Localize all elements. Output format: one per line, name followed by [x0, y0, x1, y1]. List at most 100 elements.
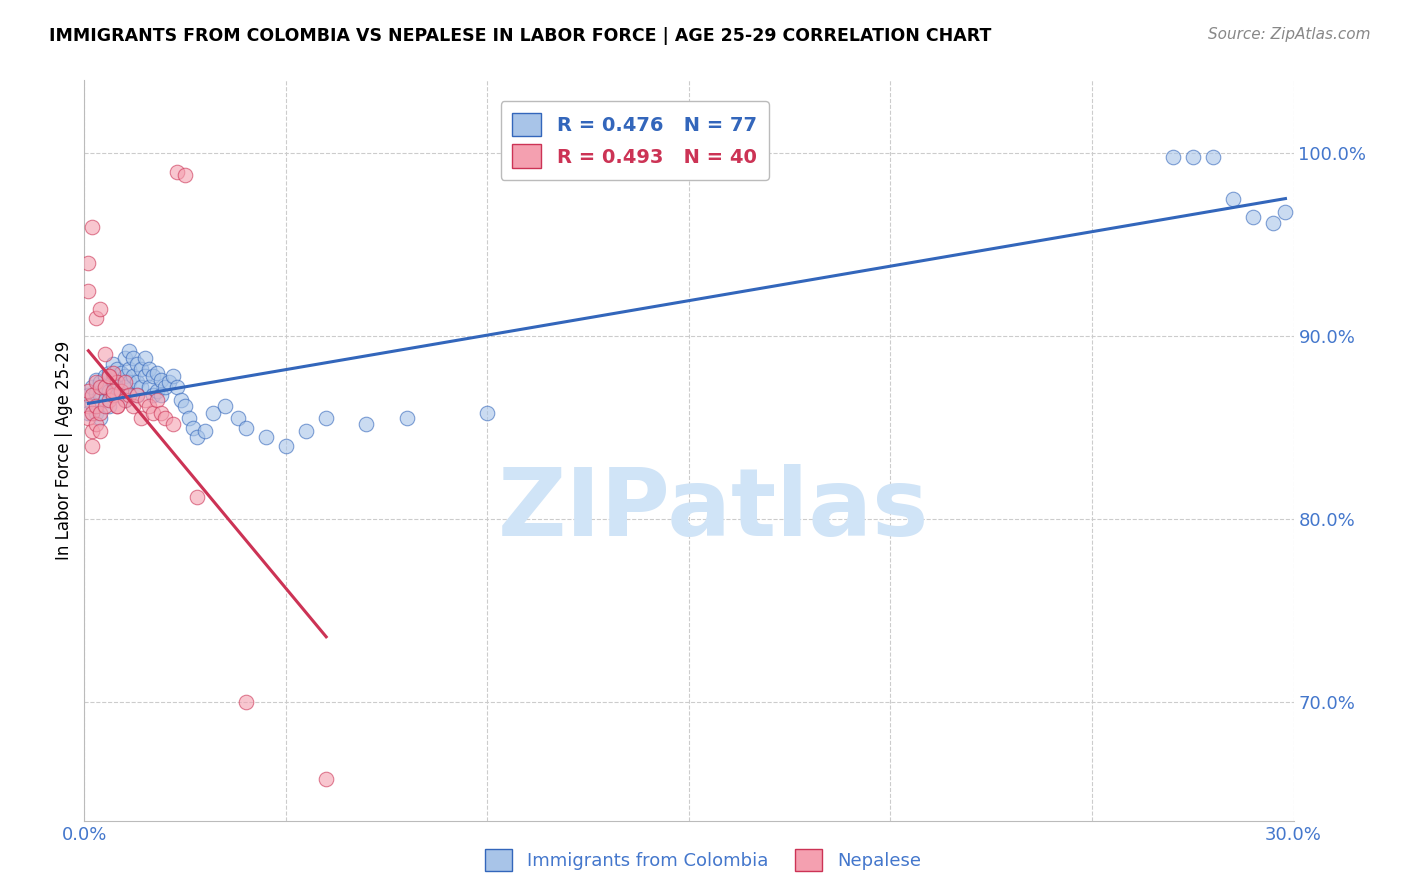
- Point: [105, 387, 128, 401]
- Point: [89, 406, 111, 420]
- Point: [118, 387, 141, 401]
- Point: [101, 384, 124, 398]
- Point: [125, 375, 148, 389]
- Point: [118, 343, 141, 358]
- Point: [170, 393, 193, 408]
- Point: [356, 417, 378, 431]
- Point: [114, 375, 136, 389]
- Point: [118, 375, 141, 389]
- Point: [134, 393, 156, 408]
- Point: [149, 406, 172, 420]
- Point: [89, 375, 111, 389]
- Point: [93, 399, 115, 413]
- Point: [162, 369, 184, 384]
- Point: [1161, 150, 1184, 164]
- Point: [77, 384, 100, 398]
- Point: [105, 399, 128, 413]
- Point: [114, 369, 136, 384]
- Point: [477, 406, 499, 420]
- Point: [125, 387, 148, 401]
- Point: [89, 424, 111, 438]
- Point: [134, 351, 156, 366]
- Point: [77, 411, 100, 425]
- Point: [105, 380, 128, 394]
- Point: [125, 387, 148, 401]
- Point: [157, 375, 180, 389]
- Point: [146, 393, 169, 408]
- Point: [101, 373, 124, 387]
- Point: [146, 366, 169, 380]
- Point: [202, 406, 225, 420]
- Point: [129, 380, 152, 394]
- Point: [194, 424, 217, 438]
- Point: [82, 424, 104, 438]
- Point: [97, 366, 120, 380]
- Point: [1181, 150, 1204, 164]
- Point: [86, 373, 108, 387]
- Point: [86, 375, 108, 389]
- Point: [93, 347, 115, 361]
- Point: [97, 399, 120, 413]
- Point: [1222, 192, 1244, 206]
- Point: [142, 387, 165, 401]
- Point: [93, 380, 115, 394]
- Point: [82, 397, 104, 411]
- Point: [82, 439, 104, 453]
- Point: [105, 399, 128, 413]
- Point: [118, 362, 141, 376]
- Point: [142, 369, 165, 384]
- Point: [138, 399, 160, 413]
- Point: [121, 369, 143, 384]
- Point: [166, 380, 188, 394]
- Point: [97, 384, 120, 398]
- Point: [1263, 216, 1285, 230]
- Point: [114, 393, 136, 408]
- Point: [93, 393, 115, 408]
- Y-axis label: In Labor Force | Age 25-29: In Labor Force | Age 25-29: [55, 341, 73, 560]
- Point: [315, 772, 337, 786]
- Point: [89, 387, 111, 401]
- Point: [101, 366, 124, 380]
- Point: [101, 387, 124, 401]
- Point: [315, 411, 337, 425]
- Point: [235, 695, 257, 709]
- Point: [101, 387, 124, 401]
- Point: [395, 411, 418, 425]
- Point: [110, 384, 132, 398]
- Point: [174, 169, 197, 183]
- Point: [1241, 211, 1264, 225]
- Point: [82, 406, 104, 420]
- Point: [89, 411, 111, 425]
- Point: [274, 439, 297, 453]
- Point: [77, 284, 100, 298]
- Text: ZIPatlas: ZIPatlas: [498, 464, 929, 556]
- Point: [235, 420, 257, 434]
- Point: [110, 366, 132, 380]
- Point: [93, 380, 115, 394]
- Point: [82, 387, 104, 401]
- Point: [295, 424, 318, 438]
- Point: [77, 399, 100, 413]
- Point: [101, 357, 124, 371]
- Point: [93, 369, 115, 384]
- Legend: Immigrants from Colombia, Nepalese: Immigrants from Colombia, Nepalese: [478, 842, 928, 879]
- Point: [101, 375, 124, 389]
- Point: [97, 369, 120, 384]
- Point: [174, 399, 197, 413]
- Point: [149, 387, 172, 401]
- Point: [166, 164, 188, 178]
- Point: [82, 380, 104, 394]
- Point: [149, 373, 172, 387]
- Point: [214, 399, 236, 413]
- Point: [86, 406, 108, 420]
- Point: [86, 399, 108, 413]
- Point: [134, 369, 156, 384]
- Legend: R = 0.476   N = 77, R = 0.493   N = 40: R = 0.476 N = 77, R = 0.493 N = 40: [501, 101, 769, 179]
- Text: IMMIGRANTS FROM COLOMBIA VS NEPALESE IN LABOR FORCE | AGE 25-29 CORRELATION CHAR: IMMIGRANTS FROM COLOMBIA VS NEPALESE IN …: [49, 27, 991, 45]
- Point: [153, 411, 176, 425]
- Point: [105, 375, 128, 389]
- Point: [77, 256, 100, 270]
- Point: [153, 380, 176, 394]
- Point: [146, 384, 169, 398]
- Point: [114, 380, 136, 394]
